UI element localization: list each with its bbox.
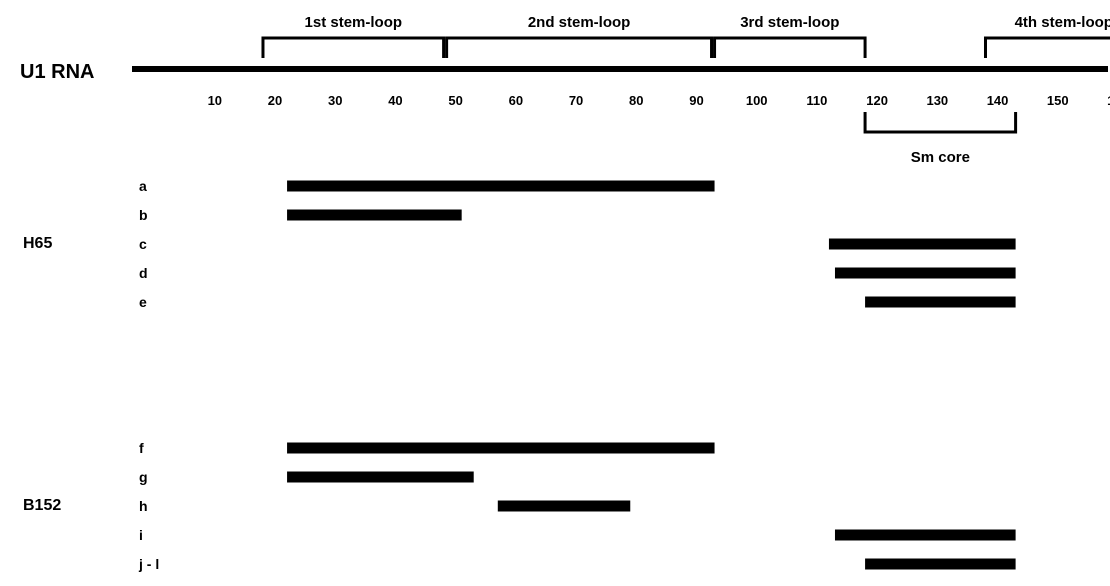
fragment-bar-j-l bbox=[865, 558, 1016, 570]
fragment-bar-d bbox=[834, 267, 1016, 279]
fragment-bar-i bbox=[834, 529, 1016, 541]
tick-label-30: 30 bbox=[328, 93, 342, 108]
region-bracket-4 bbox=[983, 36, 1110, 58]
tick-label-160: 160 bbox=[1107, 93, 1110, 108]
tick-label-50: 50 bbox=[448, 93, 462, 108]
tick-label-140: 140 bbox=[987, 93, 1009, 108]
group-label-b152: B152 bbox=[23, 497, 61, 514]
tick-label-20: 20 bbox=[268, 93, 282, 108]
diagram-title: U1 RNA bbox=[20, 61, 94, 83]
fragment-bar-g bbox=[287, 471, 474, 483]
fragment-label-i: i bbox=[139, 527, 143, 543]
region-label-3: 3rd stem-loop bbox=[740, 14, 839, 31]
position-tick-labels: 10 20 30 40 50 60 70 80 90 100 110 120 130 140 150 160 bbox=[208, 93, 1110, 108]
fragment-label-b: b bbox=[139, 207, 148, 223]
tick-label-150: 150 bbox=[1047, 93, 1069, 108]
fragment-label-g: g bbox=[139, 469, 148, 485]
fragment-bar-b bbox=[287, 209, 462, 221]
fragment-label-e: e bbox=[139, 294, 147, 310]
region-label-1: 1st stem-loop bbox=[305, 14, 403, 31]
tick-label-120: 120 bbox=[866, 93, 888, 108]
tick-label-130: 130 bbox=[926, 93, 948, 108]
tick-label-40: 40 bbox=[388, 93, 402, 108]
fragment-label-a: a bbox=[139, 178, 147, 194]
sm-core-bracket bbox=[863, 112, 1018, 134]
fragment-bar-f bbox=[287, 442, 715, 454]
fragment-bar-h bbox=[497, 500, 631, 512]
tick-label-10: 10 bbox=[208, 93, 222, 108]
fragment-label-h: h bbox=[139, 498, 148, 514]
group-label-h65: H65 bbox=[23, 235, 52, 252]
fragment-label-d: d bbox=[139, 265, 148, 281]
tick-label-110: 110 bbox=[806, 93, 827, 108]
region-label-4: 4th stem-loop bbox=[1015, 14, 1110, 31]
tick-label-80: 80 bbox=[629, 93, 643, 108]
tick-label-100: 100 bbox=[746, 93, 768, 108]
tick-label-70: 70 bbox=[569, 93, 583, 108]
tick-label-60: 60 bbox=[509, 93, 523, 108]
region-bracket-2 bbox=[445, 36, 714, 58]
fragment-bar-a bbox=[287, 180, 715, 192]
fragment-label-j-l: j - l bbox=[138, 556, 159, 572]
sm-core-label: Sm core bbox=[911, 149, 970, 166]
region-bracket-1 bbox=[261, 36, 446, 58]
structural-regions: 1st stem-loop 2nd stem-loop 3rd stem-loop 4… bbox=[261, 14, 1110, 166]
tick-label-90: 90 bbox=[689, 93, 703, 108]
rna-backbone-line bbox=[132, 66, 1108, 72]
region-label-2: 2nd stem-loop bbox=[528, 14, 631, 31]
region-bracket-3 bbox=[713, 36, 867, 58]
fragment-bar-e bbox=[865, 296, 1016, 308]
fragment-label-f: f bbox=[139, 440, 144, 456]
fragment-label-c: c bbox=[139, 236, 147, 252]
fragment-bar-c bbox=[828, 238, 1016, 250]
